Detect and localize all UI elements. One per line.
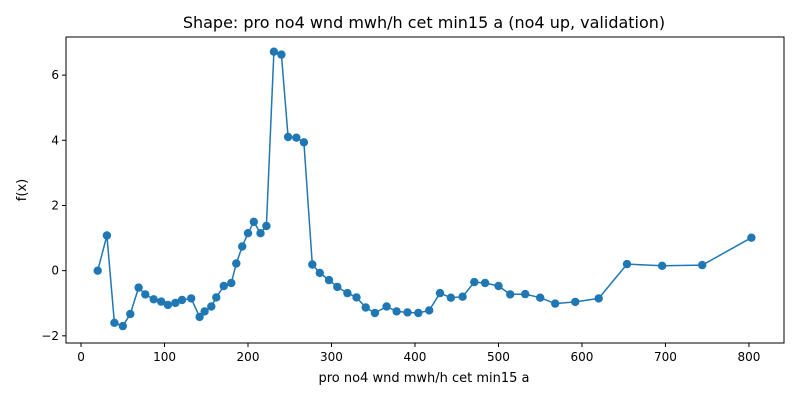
data-point (177, 295, 187, 305)
y-tick-label: 2 (51, 198, 59, 212)
data-point (315, 268, 324, 278)
data-point (269, 47, 279, 56)
data-point (256, 229, 265, 238)
x-tick-label: 700 (654, 350, 677, 364)
data-point (571, 297, 580, 307)
data-point (425, 306, 434, 315)
data-point (238, 242, 247, 251)
chart-title: Shape: pro no4 wnd mwh/h cet min15 a (no… (183, 13, 665, 32)
data-point (243, 229, 253, 238)
data-point (622, 259, 632, 269)
x-tick-label: 0 (77, 350, 85, 364)
x-axis: 0 100 200 300 400 500 600 700 800 (77, 343, 760, 364)
x-tick-label: 400 (404, 350, 427, 364)
data-point (470, 277, 479, 287)
data-point (187, 294, 196, 303)
data-point (200, 307, 209, 316)
data-point (126, 309, 135, 319)
data-point (551, 299, 560, 308)
data-point (283, 132, 293, 142)
data-point (370, 308, 380, 318)
data-point (698, 260, 707, 270)
y-tick-label: 6 (51, 68, 59, 82)
data-point (292, 133, 301, 142)
data-point (118, 321, 128, 331)
y-tick-label: 0 (51, 264, 59, 278)
x-tick-label: 200 (237, 350, 260, 364)
series-line (96, 50, 752, 328)
data-point (195, 312, 204, 322)
data-point (134, 283, 143, 292)
data-point (277, 50, 286, 59)
x-tick-label: 800 (737, 350, 760, 364)
y-tick-label: −2 (41, 329, 59, 343)
data-point (343, 288, 352, 298)
data-point (361, 303, 370, 312)
data-point (594, 294, 603, 303)
data-point (149, 295, 158, 304)
x-tick-label: 100 (153, 350, 176, 364)
data-point (446, 293, 456, 302)
data-point (403, 308, 412, 317)
data-points (93, 47, 756, 331)
plot-area (65, 36, 785, 344)
data-point (219, 281, 228, 291)
data-point (163, 300, 173, 310)
data-point (435, 288, 445, 298)
data-point (141, 290, 150, 299)
data-point (414, 308, 423, 318)
y-axis-label: f(x) (15, 179, 30, 201)
data-point (657, 261, 667, 270)
data-point (227, 278, 236, 288)
data-point (521, 289, 530, 299)
data-point (308, 260, 317, 269)
data-point (458, 292, 467, 301)
data-point (249, 217, 258, 226)
data-point (207, 302, 216, 311)
data-point (110, 318, 119, 327)
data-point (212, 293, 221, 302)
data-point (262, 221, 271, 231)
data-point (352, 293, 361, 302)
data-point (480, 278, 490, 288)
data-point (171, 298, 180, 308)
x-tick-label: 600 (571, 350, 594, 364)
data-point (232, 259, 241, 268)
y-tick-label: 4 (51, 133, 59, 147)
x-axis-label: pro no4 wnd mwh/h cet min15 a (318, 371, 529, 386)
data-point (536, 293, 545, 302)
data-point (102, 231, 112, 240)
y-axis: −2 0 2 4 6 (41, 68, 66, 343)
data-point (506, 290, 515, 299)
x-tick-label: 300 (320, 350, 343, 364)
data-point (324, 275, 334, 285)
data-point (93, 266, 102, 275)
x-tick-label: 500 (487, 350, 510, 364)
data-point (494, 281, 503, 291)
data-point (747, 233, 756, 242)
data-point (382, 302, 391, 311)
data-point (333, 282, 342, 292)
data-point (392, 307, 401, 316)
data-point (157, 297, 166, 306)
data-point (299, 138, 309, 147)
